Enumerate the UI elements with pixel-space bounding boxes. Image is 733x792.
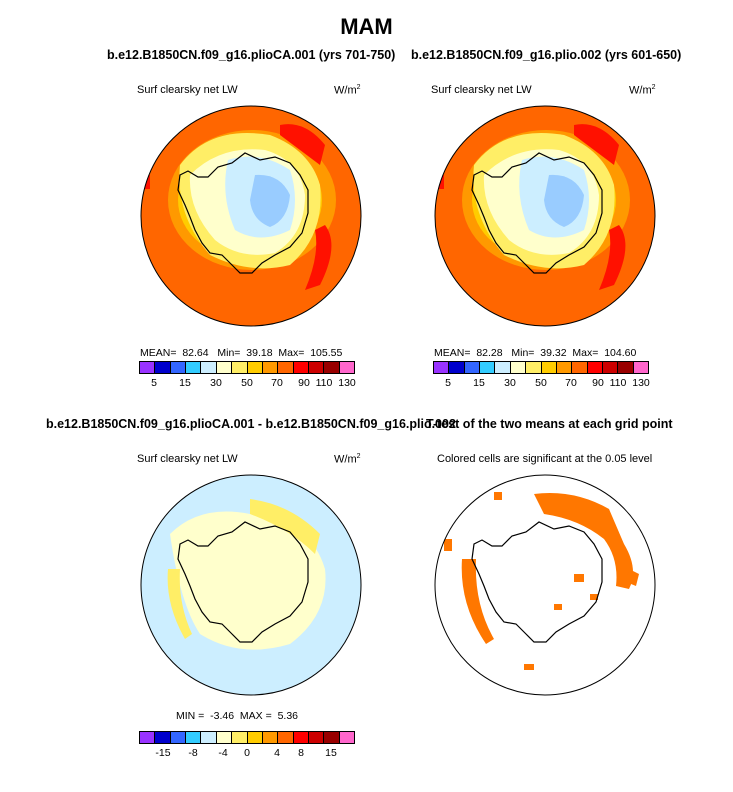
panel1-variable-label: Surf clearsky net LW bbox=[137, 84, 238, 96]
swatch bbox=[186, 362, 202, 373]
colorbar-tick: 8 bbox=[298, 747, 304, 759]
swatch bbox=[278, 362, 294, 373]
swatch bbox=[510, 362, 527, 373]
panel2-polar-map bbox=[434, 105, 656, 327]
panel1-units: W/m2 bbox=[334, 84, 361, 97]
swatch bbox=[201, 732, 217, 743]
swatch bbox=[308, 362, 325, 373]
swatch bbox=[587, 362, 603, 373]
colorbar-tick: 130 bbox=[338, 377, 356, 389]
swatch bbox=[140, 732, 156, 743]
panel2-units: W/m2 bbox=[629, 84, 656, 97]
panel3-colorbar-swatches bbox=[139, 731, 355, 744]
swatch bbox=[247, 362, 263, 373]
swatch bbox=[293, 732, 309, 743]
swatch bbox=[541, 362, 557, 373]
swatch bbox=[247, 732, 263, 743]
panel1-colorbar: 5 15 30 50 70 90 110 130 bbox=[139, 361, 356, 389]
colorbar-tick: 5 bbox=[445, 377, 451, 389]
swatch bbox=[155, 732, 171, 743]
colorbar-tick: 70 bbox=[565, 377, 577, 389]
colorbar-tick: 110 bbox=[609, 377, 627, 389]
swatch bbox=[434, 362, 450, 373]
panel3-polar-map bbox=[140, 474, 362, 696]
swatch bbox=[339, 732, 355, 743]
panel3-stats: MIN = -3.46 MAX = 5.36 bbox=[176, 710, 299, 722]
colorbar-tick: 4 bbox=[274, 747, 280, 759]
panel3-colorbar: -15 -8 -4 0 4 8 15 bbox=[139, 731, 355, 759]
swatch bbox=[170, 362, 187, 373]
colorbar-tick: 15 bbox=[473, 377, 485, 389]
swatch bbox=[216, 732, 233, 743]
colorbar-tick: 50 bbox=[241, 377, 253, 389]
panel1-colorbar-swatches bbox=[139, 361, 355, 374]
colorbar-tick: 110 bbox=[315, 377, 333, 389]
swatch bbox=[339, 362, 355, 373]
swatch bbox=[449, 362, 465, 373]
panel2-run-title: b.e12.B1850CN.f09_g16.plio.002 (yrs 601-… bbox=[411, 48, 682, 62]
swatch bbox=[324, 732, 340, 743]
panel2-stats: MEAN= 82.28 Min= 39.32 Max= 104.60 bbox=[434, 347, 637, 359]
panel2-colorbar-swatches bbox=[433, 361, 649, 374]
swatch bbox=[278, 732, 294, 743]
panel3-variable-label: Surf clearsky net LW bbox=[137, 453, 238, 465]
panel2-variable-label: Surf clearsky net LW bbox=[431, 84, 532, 96]
swatch bbox=[232, 362, 248, 373]
swatch bbox=[232, 732, 248, 743]
swatch bbox=[602, 362, 619, 373]
colorbar-tick: 50 bbox=[535, 377, 547, 389]
swatch bbox=[186, 732, 202, 743]
swatch bbox=[618, 362, 634, 373]
panel4-label: Colored cells are significant at the 0.0… bbox=[437, 453, 653, 465]
panel1-stats: MEAN= 82.64 Min= 39.18 Max= 105.55 bbox=[140, 347, 343, 359]
colorbar-tick: -4 bbox=[218, 747, 228, 759]
swatch bbox=[308, 732, 325, 743]
colorbar-tick: 15 bbox=[325, 747, 337, 759]
figure-title: MAM bbox=[340, 14, 393, 39]
swatch bbox=[324, 362, 340, 373]
swatch bbox=[572, 362, 588, 373]
colorbar-tick: 0 bbox=[244, 747, 250, 759]
colorbar-tick: 90 bbox=[298, 377, 310, 389]
colorbar-tick: 30 bbox=[504, 377, 516, 389]
swatch bbox=[556, 362, 573, 373]
swatch bbox=[216, 362, 233, 373]
panel2-colorbar: 5 15 30 50 70 90 110 130 bbox=[433, 361, 650, 389]
panel4-run-title: T-test of the two means at each grid poi… bbox=[426, 417, 673, 431]
swatch bbox=[262, 362, 279, 373]
colorbar-tick: 5 bbox=[151, 377, 157, 389]
colorbar-tick: 130 bbox=[632, 377, 650, 389]
swatch bbox=[170, 732, 187, 743]
panel1-polar-map bbox=[140, 105, 362, 327]
colorbar-tick: 90 bbox=[592, 377, 604, 389]
swatch bbox=[464, 362, 481, 373]
colorbar-tick: 70 bbox=[271, 377, 283, 389]
panel4-significance-map bbox=[434, 474, 656, 696]
swatch bbox=[526, 362, 542, 373]
colorbar-tick: -15 bbox=[155, 747, 171, 759]
swatch bbox=[155, 362, 171, 373]
swatch bbox=[495, 362, 511, 373]
swatch bbox=[140, 362, 156, 373]
swatch bbox=[480, 362, 496, 373]
swatch bbox=[201, 362, 217, 373]
colorbar-tick: 15 bbox=[179, 377, 191, 389]
swatch bbox=[262, 732, 279, 743]
panel3-run-title: b.e12.B1850CN.f09_g16.plioCA.001 - b.e12… bbox=[46, 417, 456, 431]
colorbar-tick: -8 bbox=[188, 747, 198, 759]
panel3-units: W/m2 bbox=[334, 453, 361, 466]
colorbar-tick: 30 bbox=[210, 377, 222, 389]
swatch bbox=[633, 362, 649, 373]
panel1-run-title: b.e12.B1850CN.f09_g16.plioCA.001 (yrs 70… bbox=[107, 48, 396, 62]
swatch bbox=[293, 362, 309, 373]
